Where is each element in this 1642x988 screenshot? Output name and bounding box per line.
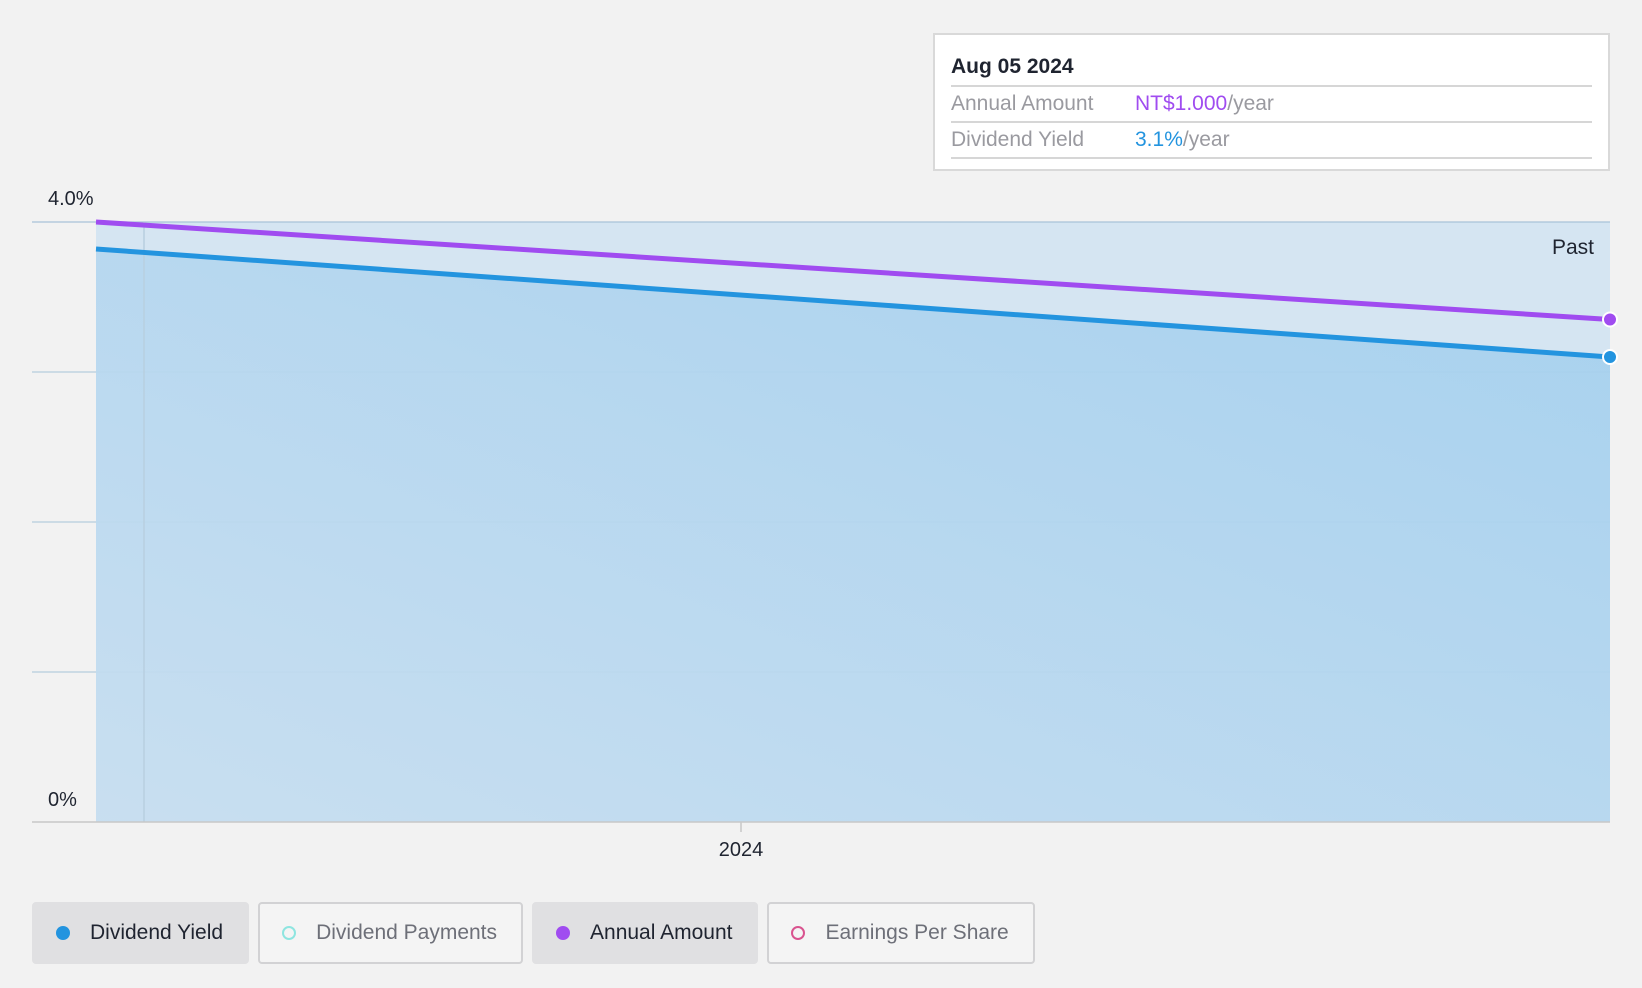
tooltip-label: Annual Amount: [951, 92, 1094, 115]
y-tick-label-bottom: 0%: [48, 789, 77, 811]
annual-amount-dot-icon: [556, 926, 571, 940]
legend-label: Earnings Per Share: [825, 921, 1009, 944]
dividend-yield-end-point: [1602, 349, 1618, 365]
legend-label: Dividend Yield: [90, 921, 224, 944]
legend-toggle-dividend-yield[interactable]: Dividend Yield: [32, 902, 250, 964]
tooltip-value: NT$1.000: [1135, 92, 1228, 115]
legend-label: Dividend Payments: [316, 921, 498, 944]
x-tick-label-2024: 2024: [719, 839, 764, 861]
tooltip-unit: /year: [1182, 128, 1230, 151]
earnings-per-share-ring-icon: [791, 926, 806, 940]
legend-label: Annual Amount: [590, 921, 733, 944]
dividend-yield-dot-icon: [56, 926, 70, 940]
legend-toggle-dividend-payments[interactable]: Dividend Payments: [258, 902, 524, 964]
tooltip-unit: /year: [1227, 92, 1274, 115]
dividend-payments-ring-icon: [282, 926, 297, 940]
tooltip-row-annual-amount: Annual Amount NT$1.000/year: [951, 87, 1592, 123]
data-tooltip: Aug 05 2024 Annual Amount NT$1.000/year D…: [933, 33, 1610, 171]
dividend-chart: 4.0% 0% 2024 Past: [32, 188, 1618, 861]
legend-toggle-earnings-per-share[interactable]: Earnings Per Share: [767, 902, 1035, 964]
dividend-yield-area: [96, 249, 1610, 822]
past-label: Past: [1552, 236, 1594, 259]
dividend-yield-line: [95, 246, 1611, 360]
tooltip-date: Aug 05 2024: [951, 35, 1592, 87]
chart-legend: Dividend Yield Dividend Payments Annual …: [32, 902, 1035, 964]
tooltip-value: 3.1%: [1135, 128, 1183, 151]
y-tick-label-top: 4.0%: [48, 188, 94, 210]
tooltip-label: Dividend Yield: [951, 128, 1085, 151]
annual-amount-end-point: [1602, 311, 1618, 328]
tooltip-row-dividend-yield: Dividend Yield 3.1%/year: [951, 123, 1592, 159]
annual-amount-line: [95, 219, 1611, 322]
legend-toggle-annual-amount[interactable]: Annual Amount: [532, 902, 759, 964]
